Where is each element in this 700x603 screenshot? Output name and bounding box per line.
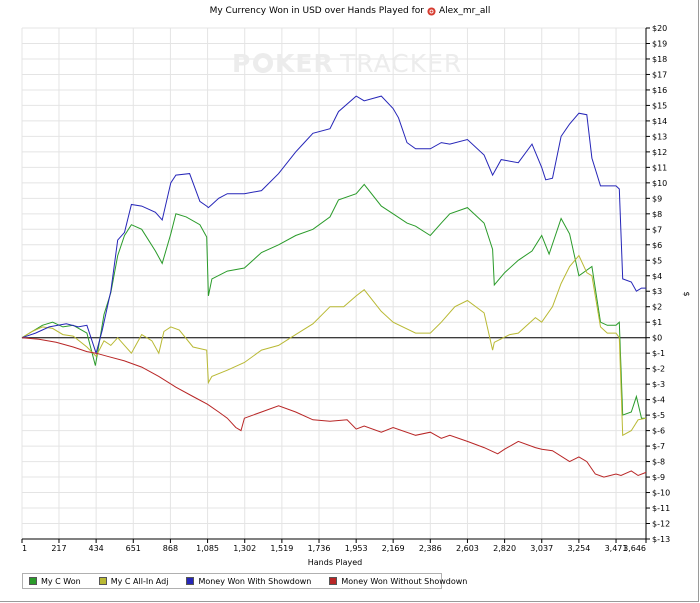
poker-chip-icon xyxy=(427,6,436,16)
y-tick-label: $-10 xyxy=(652,489,670,498)
player-name: Alex_mr_all xyxy=(439,6,491,16)
x-tick-label: 651 xyxy=(126,544,141,553)
x-tick-label: 1,953 xyxy=(345,544,368,553)
watermark-p: P xyxy=(232,49,251,78)
legend-label: My C All-In Adj xyxy=(110,576,169,586)
y-tick-label: $-12 xyxy=(652,520,670,529)
x-tick-label: 2,603 xyxy=(456,544,479,553)
y-tick-label: $-3 xyxy=(652,380,665,389)
y-axis-label: $ xyxy=(682,291,691,296)
series xyxy=(21,95,647,478)
legend-item-money-won-with-showdown: Money Won With Showdown xyxy=(186,577,311,586)
y-tick-label: $-6 xyxy=(652,427,665,436)
y-tick-label: $-5 xyxy=(652,411,665,420)
watermark-ker: KER xyxy=(275,49,334,78)
y-tick-label: $5 xyxy=(652,256,662,265)
y-tick-label: $-9 xyxy=(652,473,665,482)
x-axis-label: Hands Played xyxy=(308,558,362,567)
y-tick-label: $-7 xyxy=(652,442,665,451)
legend-swatch xyxy=(186,577,195,585)
legend-item-my-c-won: My C Won xyxy=(29,577,81,586)
y-tick-label: $-1 xyxy=(652,349,665,358)
grid xyxy=(21,27,647,540)
y-tick-label: $-4 xyxy=(652,396,665,405)
y-tick-label: $9 xyxy=(652,194,662,203)
y-tick-label: $6 xyxy=(652,241,662,250)
watermark-chip-icon xyxy=(253,53,273,73)
series-line-my-c-won xyxy=(21,183,646,419)
y-tick-label: $19 xyxy=(652,39,667,48)
y-tick-label: $-8 xyxy=(652,458,665,467)
x-tick-label: 1,736 xyxy=(308,544,331,553)
chart-title-text: My Currency Won in USD over Hands Played… xyxy=(209,6,425,16)
y-tick-label: $17 xyxy=(652,70,667,79)
x-tick-label: 1,302 xyxy=(233,544,256,553)
pokertracker-watermark: P KER TRACKER xyxy=(232,49,462,78)
x-tick-label: 2,820 xyxy=(493,544,516,553)
legend-swatch xyxy=(329,577,338,585)
legend-item-my-c-all-in-adj: My C All-In Adj xyxy=(98,576,169,586)
y-tick-label: $20 xyxy=(652,24,667,33)
y-tick-label: $3 xyxy=(652,287,662,296)
y-tick-label: $2 xyxy=(652,303,662,312)
y-tick-label: $4 xyxy=(652,272,662,281)
x-tick-label: 3,471 xyxy=(605,544,628,553)
y-tick-label: $0 xyxy=(652,334,662,343)
x-tick-label: 3,037 xyxy=(530,544,553,553)
legend-label: My C Won xyxy=(41,576,81,586)
y-tick-label: $1 xyxy=(652,318,662,327)
y-tick-label: $15 xyxy=(652,101,667,110)
y-tick-label: $18 xyxy=(652,55,667,64)
tick-labels: $20$19$18$17$16$15$14$13$12$11$10$9$8$7$… xyxy=(22,24,670,553)
x-tick-label: 1,085 xyxy=(196,544,219,553)
legend: My C Won My C All-In Adj Money Won With Sh… xyxy=(22,573,467,589)
y-tick-label: $-11 xyxy=(652,504,670,513)
x-tick-label: 3,646 xyxy=(623,544,646,553)
series-line-my-c-all-in-adj xyxy=(21,254,647,437)
y-tick-label: $-2 xyxy=(652,365,665,374)
series-line-money-won-with-showdown xyxy=(21,95,646,355)
y-tick-label: $8 xyxy=(652,210,662,219)
x-tick-label: 434 xyxy=(88,544,103,553)
watermark-tracker: TRACKER xyxy=(339,49,462,78)
x-tick-label: 2,386 xyxy=(419,544,442,553)
x-tick-label: 217 xyxy=(51,544,66,553)
legend-label: Money Won Without Showdown xyxy=(341,576,468,586)
chart-title: My Currency Won in USD over Hands Played… xyxy=(0,6,700,16)
legend-item-money-won-without-showdown: Money Won Without Showdown xyxy=(329,577,467,586)
y-tick-label: $11 xyxy=(652,163,667,172)
axes xyxy=(21,27,650,543)
x-tick-label: 3,254 xyxy=(567,544,590,553)
y-tick-label: $14 xyxy=(652,117,667,126)
y-tick-label: $7 xyxy=(652,225,662,234)
y-tick-label: $13 xyxy=(652,132,667,141)
x-tick-label: 868 xyxy=(163,544,178,553)
y-tick-label: $12 xyxy=(652,148,667,157)
y-tick-label: $10 xyxy=(652,179,667,188)
y-tick-label: $16 xyxy=(652,86,667,95)
legend-label: Money Won With Showdown xyxy=(198,576,312,586)
legend-swatch xyxy=(98,577,107,585)
legend-swatch xyxy=(29,577,37,585)
x-tick-label: 1,519 xyxy=(270,544,293,553)
series-line-money-won-without-showdown xyxy=(21,337,647,478)
x-tick-label: 2,169 xyxy=(382,544,405,553)
y-tick-label: $-13 xyxy=(652,535,670,544)
x-tick-label: 1 xyxy=(22,544,27,553)
